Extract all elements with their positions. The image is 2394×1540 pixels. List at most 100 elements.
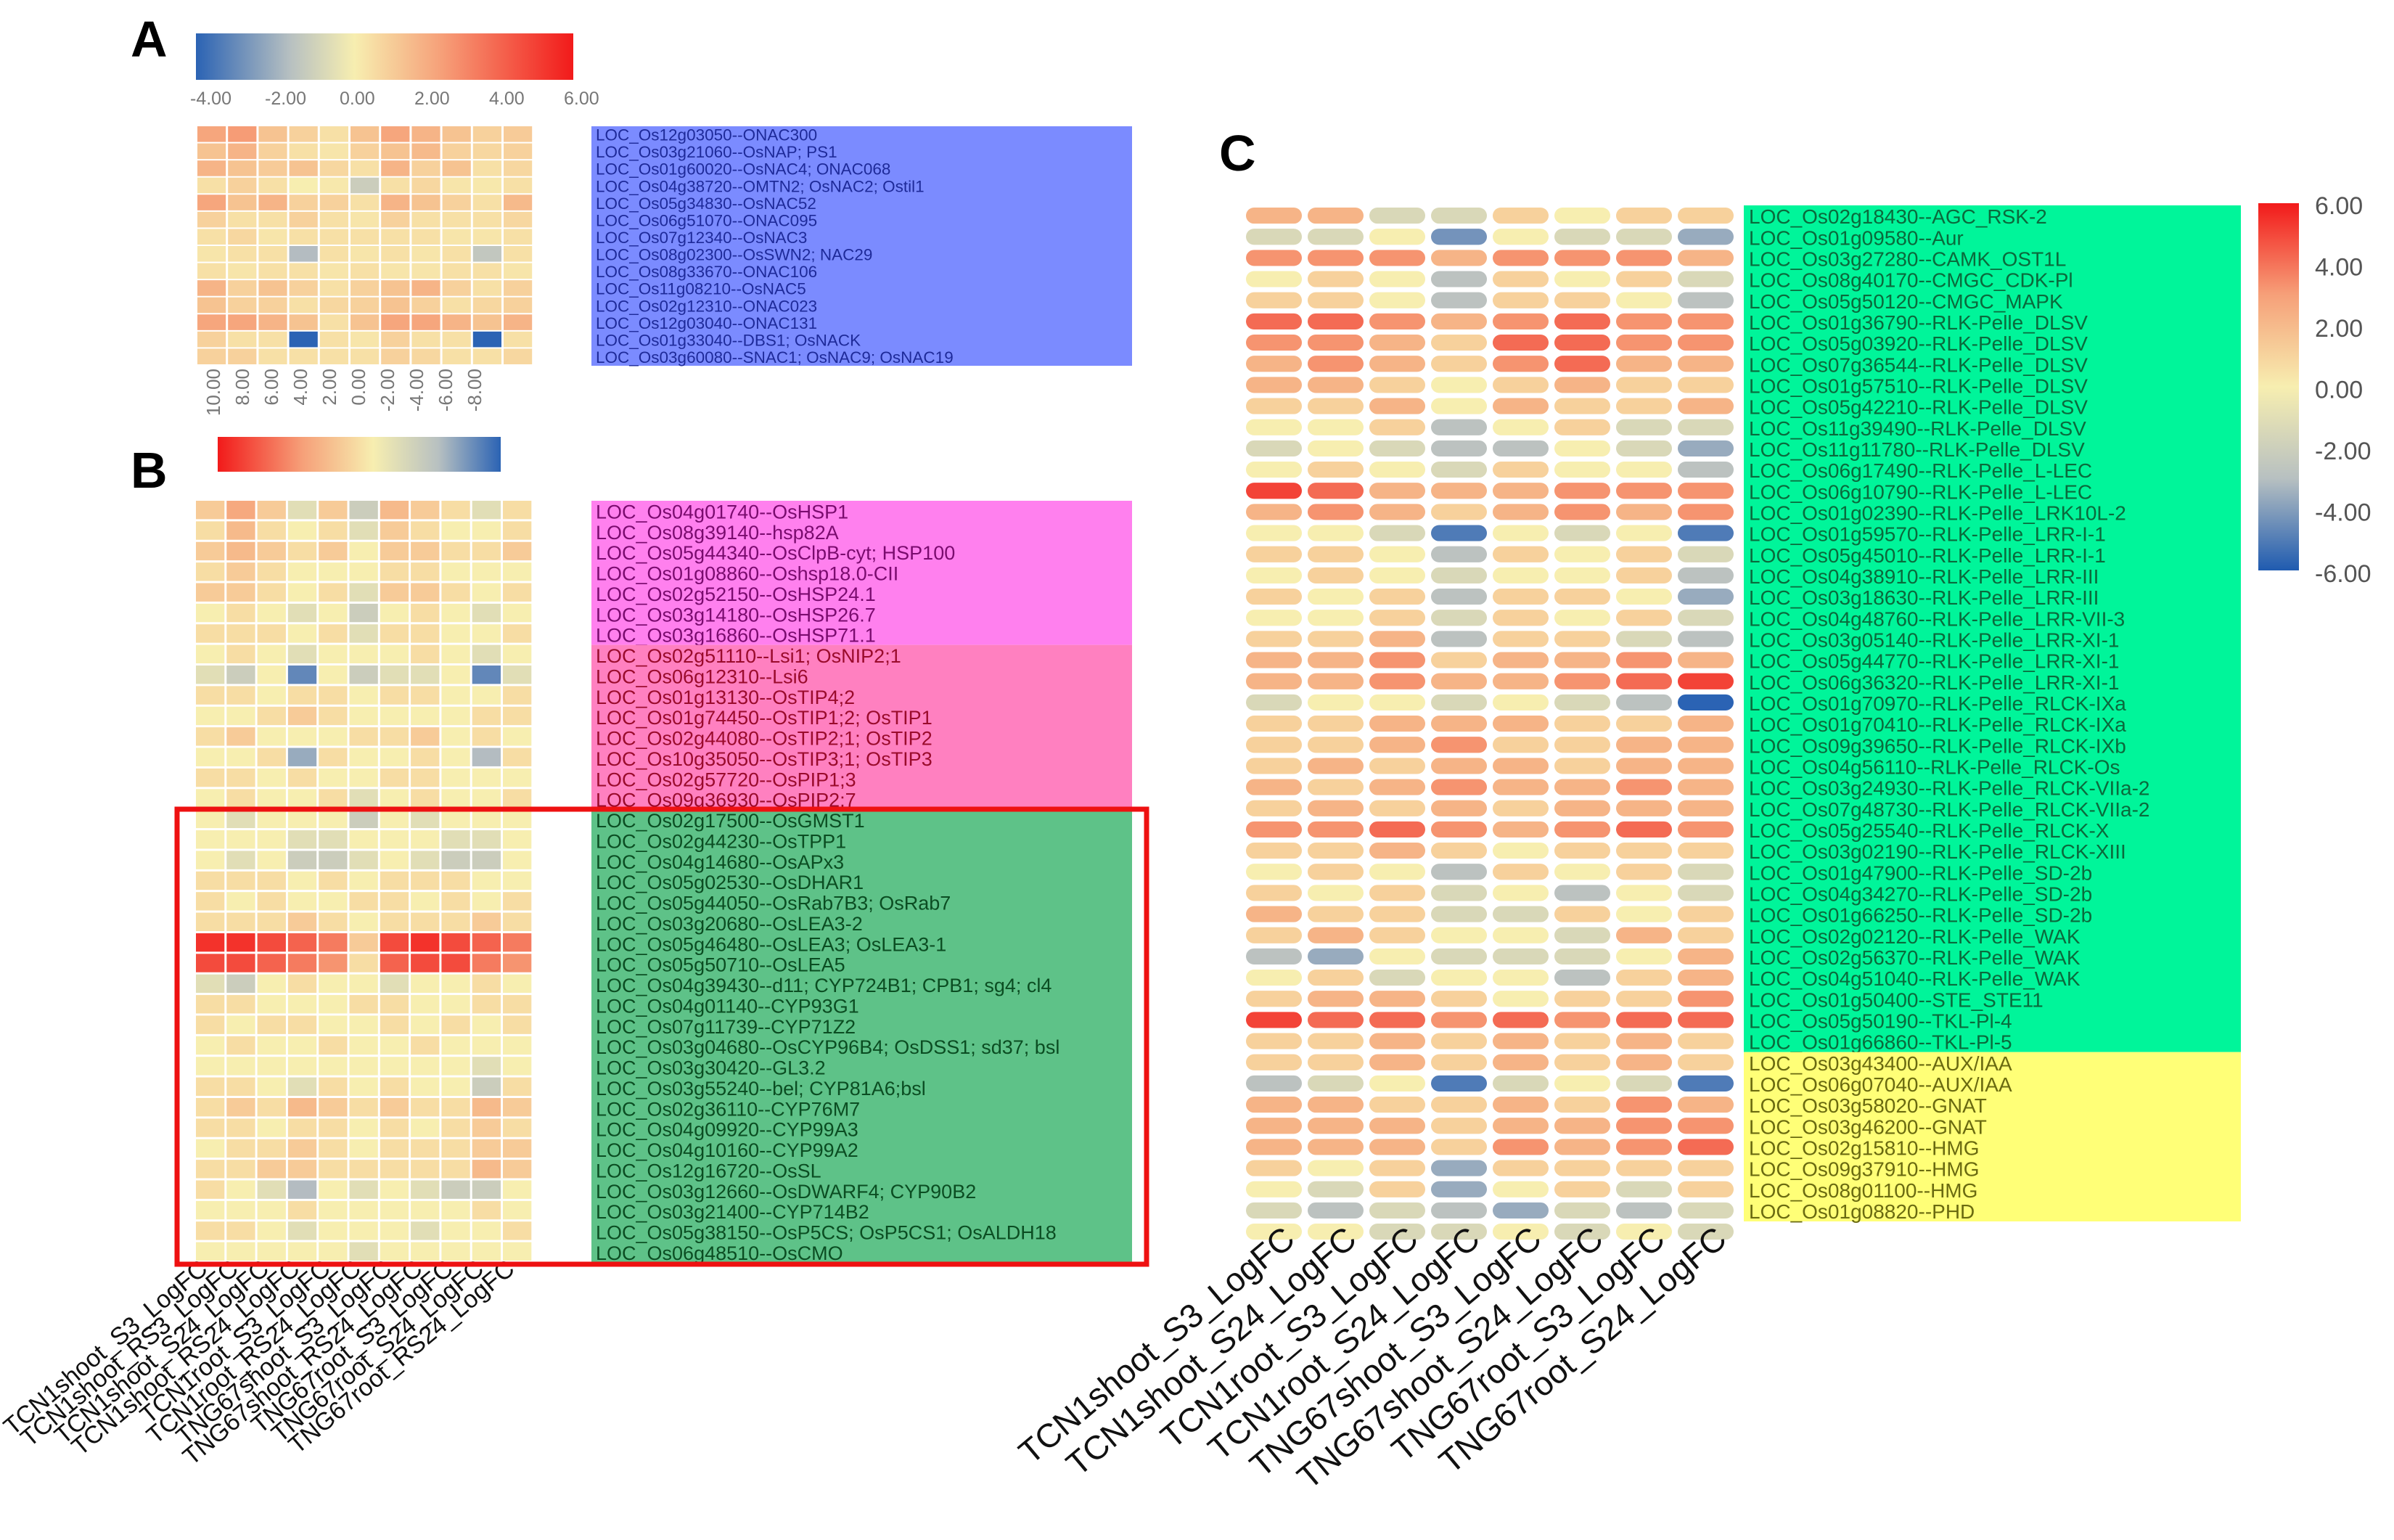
heatmap-cell: [1246, 250, 1302, 266]
panel-b-group-band: [591, 809, 1132, 1263]
heatmap-cell: [196, 995, 225, 1014]
heatmap-cell: [319, 830, 348, 849]
heatmap-cell: [226, 644, 255, 664]
heatmap-cell: [289, 348, 318, 364]
heatmap-cell: [1246, 800, 1302, 816]
heatmap-cell: [441, 521, 470, 540]
heatmap-cell: [1431, 546, 1487, 562]
heatmap-cell: [504, 297, 533, 314]
heatmap-cell: [504, 246, 533, 262]
heatmap-cell: [1678, 948, 1734, 964]
heatmap-cell: [1308, 567, 1364, 583]
heatmap-cell: [472, 789, 501, 808]
panel-c-row-label: LOC_Os11g11780--RLK-Pelle_DLSV: [1749, 438, 2085, 461]
heatmap-cell: [1308, 864, 1364, 880]
heatmap-cell: [442, 331, 471, 348]
heatmap-cell: [287, 644, 317, 664]
heatmap-cell: [411, 851, 440, 869]
heatmap-cell: [1678, 229, 1734, 245]
legend-b-tick: 8.00: [231, 369, 253, 406]
heatmap-cell: [1369, 313, 1425, 329]
legend-b-tick: 10.00: [202, 369, 224, 416]
heatmap-cell: [287, 851, 317, 869]
heatmap-cell: [349, 501, 378, 520]
heatmap-cell: [287, 1015, 317, 1034]
heatmap-cell: [1369, 906, 1425, 922]
heatmap-cell: [442, 263, 471, 279]
heatmap-cell: [1678, 1097, 1734, 1113]
heatmap-cell: [289, 280, 318, 296]
heatmap-cell: [1369, 208, 1425, 224]
heatmap-cell: [380, 748, 409, 766]
heatmap-cell: [1246, 610, 1302, 626]
panel-a-row-label: LOC_Os08g33670--ONAC106: [596, 263, 817, 281]
heatmap-cell: [441, 871, 470, 890]
heatmap-cell: [1308, 377, 1364, 393]
heatmap-cell: [1308, 948, 1364, 964]
heatmap-cell: [504, 160, 533, 176]
heatmap-cell: [287, 541, 317, 561]
heatmap-cell: [226, 1097, 255, 1117]
panel-c-row-label: LOC_Os03g58020--GNAT: [1749, 1094, 1987, 1117]
heatmap-cell: [1369, 1202, 1425, 1219]
heatmap-cell: [380, 727, 409, 746]
legend-b-tick: -8.00: [464, 369, 485, 411]
heatmap-cell: [441, 665, 470, 684]
panel-b-row-label: LOC_Os04g01740--OsHSP1: [596, 501, 848, 523]
heatmap-cell: [319, 314, 348, 330]
heatmap-cell: [1431, 610, 1487, 626]
heatmap-cell: [472, 1139, 501, 1158]
heatmap-cell: [289, 126, 318, 142]
heatmap-cell: [1616, 271, 1672, 287]
heatmap-cell: [1554, 843, 1610, 859]
heatmap-cell: [1369, 398, 1425, 414]
heatmap-cell: [1493, 1033, 1549, 1049]
heatmap-cell: [441, 1139, 470, 1158]
heatmap-cell: [1369, 948, 1425, 964]
heatmap-cell: [1678, 1033, 1734, 1049]
heatmap-cell: [472, 501, 501, 520]
heatmap-cell: [1431, 1160, 1487, 1176]
heatmap-cell: [226, 1242, 255, 1261]
heatmap-cell: [1369, 292, 1425, 308]
heatmap-cell: [503, 974, 532, 994]
panel-b-row-label: LOC_Os01g13130--OsTIP4;2: [596, 687, 855, 708]
heatmap-cell: [441, 1077, 470, 1096]
heatmap-cell: [1246, 716, 1302, 732]
panel-b-heatmap: [196, 501, 532, 1261]
heatmap-cell: [1431, 1139, 1487, 1155]
heatmap-cell: [1246, 1224, 1302, 1240]
heatmap-cell: [228, 331, 257, 348]
heatmap-cell: [196, 562, 225, 581]
heatmap-cell: [196, 541, 225, 561]
heatmap-cell: [381, 229, 410, 245]
heatmap-cell: [351, 143, 380, 160]
heatmap-cell: [380, 583, 409, 602]
heatmap-cell: [411, 1242, 440, 1261]
heatmap-cell: [472, 263, 501, 279]
heatmap-cell: [1493, 610, 1549, 626]
heatmap-cell: [226, 871, 255, 890]
heatmap-cell: [381, 331, 410, 348]
heatmap-cell: [411, 1180, 440, 1199]
heatmap-cell: [1493, 631, 1549, 647]
heatmap-cell: [472, 974, 501, 994]
heatmap-cell: [441, 706, 470, 726]
panel-b-label-block: LOC_Os04g01740--OsHSP1LOC_Os08g39140--hs…: [591, 501, 1132, 1264]
heatmap-cell: [441, 851, 470, 869]
heatmap-cell: [1431, 1054, 1487, 1070]
heatmap-cell: [1431, 229, 1487, 245]
heatmap-cell: [228, 143, 257, 160]
heatmap-cell: [1246, 1118, 1302, 1134]
heatmap-cell: [441, 501, 470, 520]
heatmap-cell: [411, 624, 440, 643]
heatmap-cell: [1616, 970, 1672, 986]
heatmap-cell: [411, 501, 440, 520]
heatmap-cell: [503, 1057, 532, 1076]
heatmap-cell: [1431, 440, 1487, 456]
heatmap-cell: [1616, 313, 1672, 329]
heatmap-cell: [196, 644, 225, 664]
heatmap-cell: [1493, 779, 1549, 795]
heatmap-cell: [1493, 377, 1549, 393]
heatmap-cell: [1431, 567, 1487, 583]
